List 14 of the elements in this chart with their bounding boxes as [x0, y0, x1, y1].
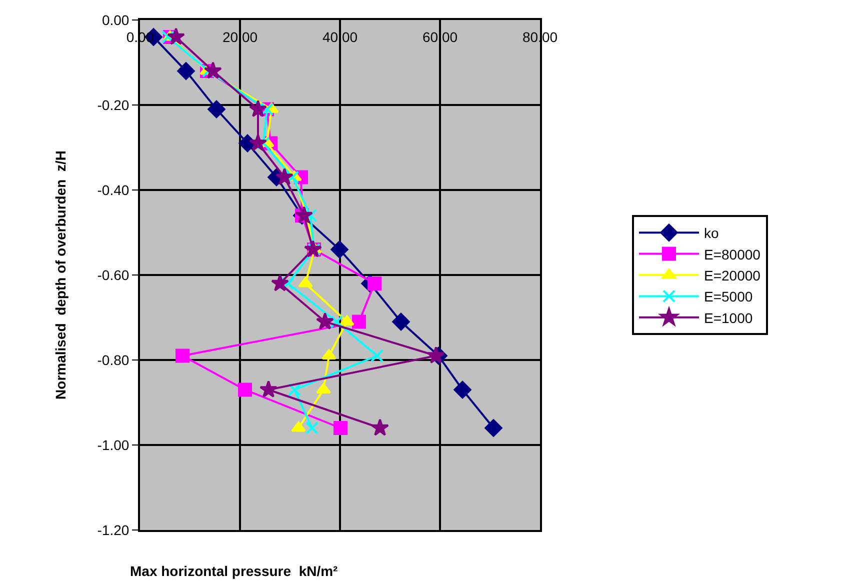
y-tick-label: -1.20 — [97, 522, 130, 538]
y-axis-title: Normalised depth of overburden z/H — [52, 150, 68, 400]
x-axis-title: Max horizontal pressure kN/m² — [130, 563, 338, 579]
legend-label: E=80000 — [704, 246, 761, 262]
legend-label: ko — [704, 225, 719, 242]
legend-label: E=20000 — [704, 267, 761, 284]
y-tick-label: -0.20 — [97, 96, 130, 113]
y-tick-label: -0.60 — [97, 266, 130, 283]
y-tick-label: -0.40 — [97, 182, 130, 198]
y-tick-label: 0.00 — [102, 12, 130, 28]
legend-label: E=5000 — [704, 288, 753, 305]
y-tick-label: -0.80 — [97, 352, 130, 368]
legend-label: E=1000 — [704, 310, 753, 326]
y-tick-label: -1.00 — [97, 436, 130, 453]
